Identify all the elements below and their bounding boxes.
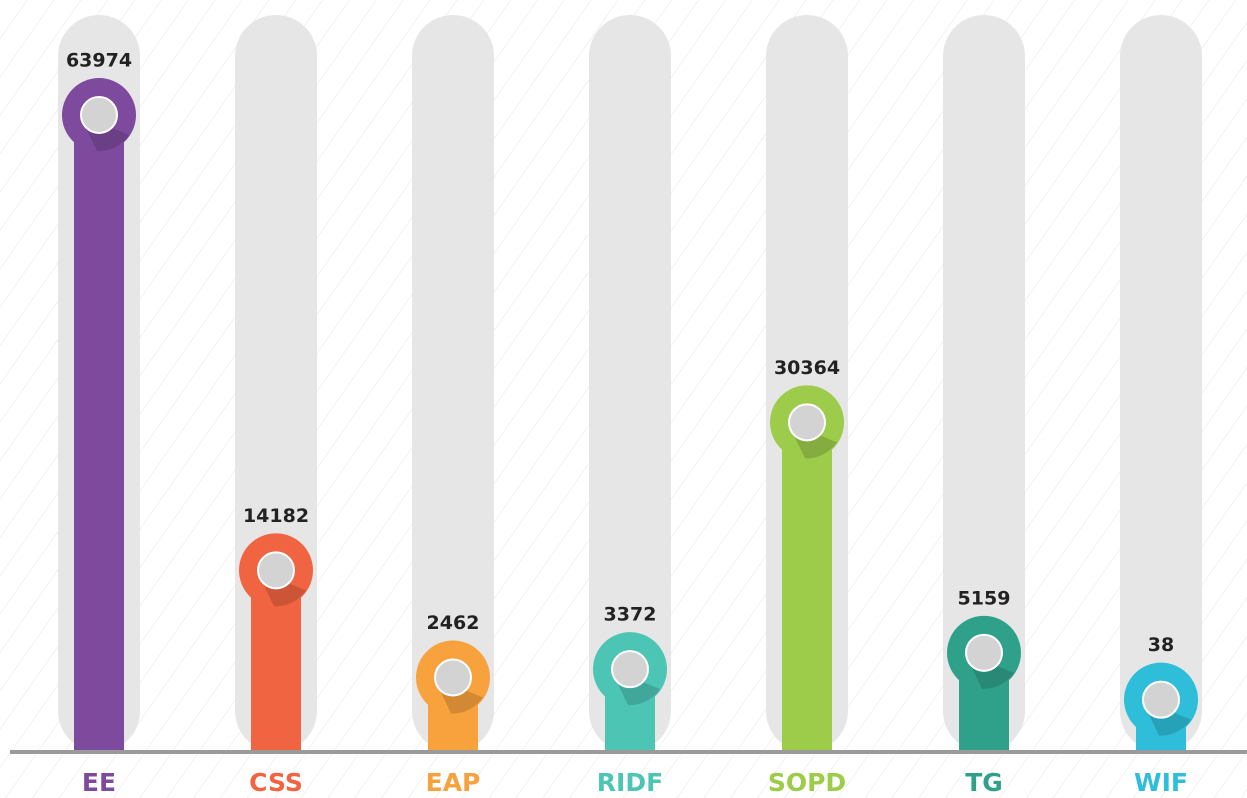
track [589, 15, 671, 752]
value-label: 14182 [243, 505, 309, 527]
value-label: 38 [1148, 634, 1174, 656]
category-label: RIDF [597, 768, 663, 797]
category-label: TG [965, 768, 1003, 797]
category-label: EE [82, 768, 116, 797]
knob-center [80, 96, 118, 134]
knob-center [965, 633, 1003, 672]
value-label: 2462 [427, 612, 480, 634]
track [943, 15, 1025, 752]
category-label: EAP [426, 768, 481, 797]
knob-center [434, 658, 472, 697]
knob-center [611, 650, 649, 689]
value-label: 3372 [604, 604, 657, 626]
category-label: CSS [249, 768, 303, 797]
value-label: 5159 [958, 587, 1011, 609]
value-label: 30364 [774, 357, 840, 379]
knob-center [257, 551, 295, 590]
category-label: SOPD [768, 768, 846, 797]
bar [782, 422, 832, 752]
knob-center [788, 403, 826, 442]
category-label: WIF [1134, 768, 1188, 797]
baseline [10, 750, 1247, 754]
track [412, 15, 494, 752]
value-label: 63974 [66, 50, 132, 72]
columns: 63974 14182 2462 3372 30364 5159 38 [58, 15, 1202, 752]
bar [74, 115, 124, 752]
track [1120, 15, 1202, 752]
knob-center [1142, 680, 1180, 719]
